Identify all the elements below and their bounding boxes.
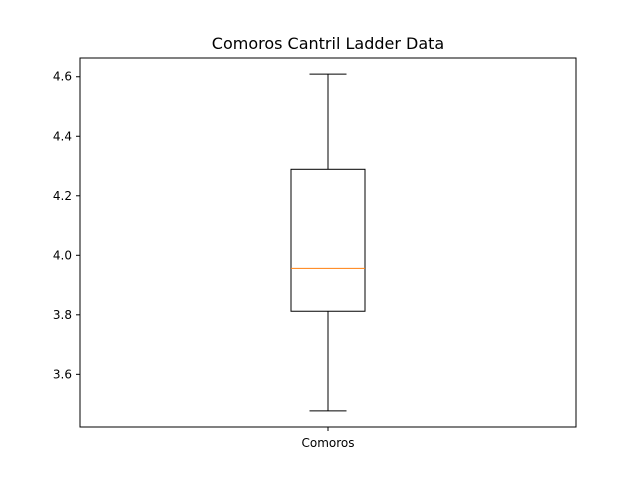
plot-area: 3.6 3.8 4.0 4.2 4.4 4.6 Comoros [53,57,577,450]
y-tick-label: 3.6 [53,367,72,381]
y-tick-label: 4.2 [53,189,72,203]
y-tick-label: 4.4 [53,129,72,143]
y-tick-label: 3.8 [53,308,72,322]
y-tick-label: 4.6 [53,70,72,84]
y-tick-label: 4.0 [53,248,72,262]
iqr-box [290,168,366,312]
chart-title: Comoros Cantril Ladder Data [212,34,444,53]
x-tick-label: Comoros [301,436,354,450]
